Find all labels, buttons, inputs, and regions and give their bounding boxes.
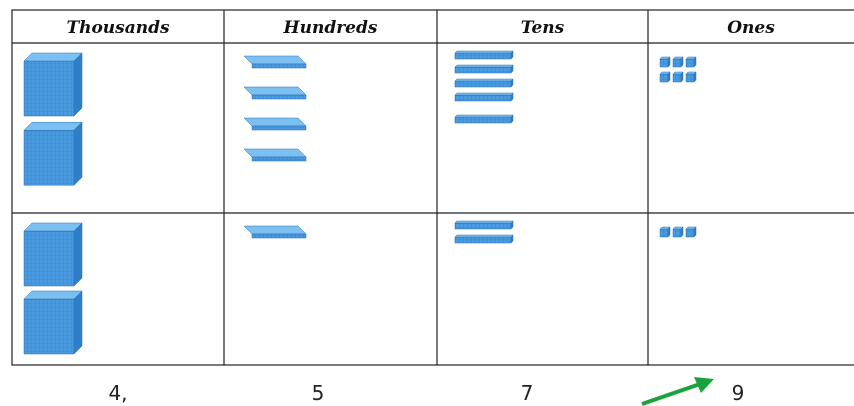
column-header: Tens <box>521 18 565 38</box>
block-face <box>454 64 514 68</box>
block-face <box>672 73 682 83</box>
highlight-arrow <box>641 377 714 406</box>
block-face <box>454 80 512 88</box>
block-face <box>454 52 512 60</box>
block-face <box>454 116 512 124</box>
one-cube <box>672 226 684 238</box>
thousand-block <box>23 52 83 117</box>
column-header: Ones <box>727 18 775 38</box>
block-face <box>73 121 83 186</box>
block-face <box>251 233 307 239</box>
block-face <box>672 58 682 68</box>
block-face <box>251 94 307 100</box>
block-face <box>23 230 75 287</box>
block-face <box>73 290 83 355</box>
ten-rod <box>454 78 514 88</box>
block-face <box>23 290 83 300</box>
block-face <box>693 71 697 83</box>
column-header: Thousands <box>66 18 170 38</box>
block-face <box>685 58 695 68</box>
block-face <box>672 228 682 238</box>
ten-rod <box>454 234 514 244</box>
block-face <box>693 56 697 68</box>
block-face <box>693 226 697 238</box>
block-face <box>73 222 83 287</box>
thousand-block <box>23 290 83 355</box>
place-digit: 5 <box>312 381 325 405</box>
hundred-flat <box>243 55 307 69</box>
block-face <box>659 228 669 238</box>
hundred-flat <box>243 117 307 131</box>
block-face <box>667 56 671 68</box>
thousand-block <box>23 222 83 287</box>
one-cube <box>659 56 671 68</box>
block-face <box>685 228 695 238</box>
block-face <box>243 148 307 158</box>
block-face <box>510 114 514 124</box>
block-face <box>243 117 307 127</box>
block-face <box>23 129 75 186</box>
block-face <box>251 125 307 131</box>
one-cube <box>672 56 684 68</box>
place-digit: 9 <box>732 381 745 405</box>
one-cube <box>685 71 697 83</box>
block-face <box>667 71 671 83</box>
block-face <box>454 114 514 118</box>
block-face <box>680 56 684 68</box>
block-face <box>659 58 669 68</box>
ten-rod <box>454 220 514 230</box>
block-face <box>510 64 514 74</box>
block-face <box>454 236 512 244</box>
ten-rod <box>454 50 514 60</box>
block-face <box>251 156 307 162</box>
block-face <box>510 234 514 244</box>
ten-rod <box>454 114 514 124</box>
one-cube <box>685 226 697 238</box>
place-digit: 4, <box>108 381 127 405</box>
block-face <box>454 50 514 54</box>
block-face <box>454 220 514 224</box>
thousand-block <box>23 121 83 186</box>
block-face <box>243 225 307 235</box>
column-header: Hundreds <box>283 18 378 38</box>
block-face <box>510 92 514 102</box>
block-face <box>659 73 669 83</box>
block-face <box>23 222 83 232</box>
one-cube <box>672 71 684 83</box>
one-cube <box>685 56 697 68</box>
block-face <box>667 226 671 238</box>
block-face <box>23 121 83 131</box>
block-face <box>243 86 307 96</box>
block-face <box>73 52 83 117</box>
block-face <box>23 52 83 62</box>
block-face <box>510 220 514 230</box>
place-digit: 7 <box>521 381 534 405</box>
block-face <box>454 66 512 74</box>
table-grid <box>11 9 854 366</box>
ten-rod <box>454 92 514 102</box>
block-face <box>685 73 695 83</box>
block-face <box>510 50 514 60</box>
hundred-flat <box>243 86 307 100</box>
block-face <box>243 55 307 65</box>
block-face <box>23 298 75 355</box>
block-face <box>23 60 75 117</box>
one-cube <box>659 71 671 83</box>
block-face <box>454 234 514 238</box>
block-face <box>454 92 514 96</box>
block-face <box>454 78 514 82</box>
hundred-flat <box>243 225 307 239</box>
one-cube <box>659 226 671 238</box>
block-face <box>454 94 512 102</box>
block-face <box>454 222 512 230</box>
block-face <box>680 71 684 83</box>
block-face <box>680 226 684 238</box>
block-face <box>251 63 307 69</box>
hundred-flat <box>243 148 307 162</box>
block-face <box>510 78 514 88</box>
ten-rod <box>454 64 514 74</box>
